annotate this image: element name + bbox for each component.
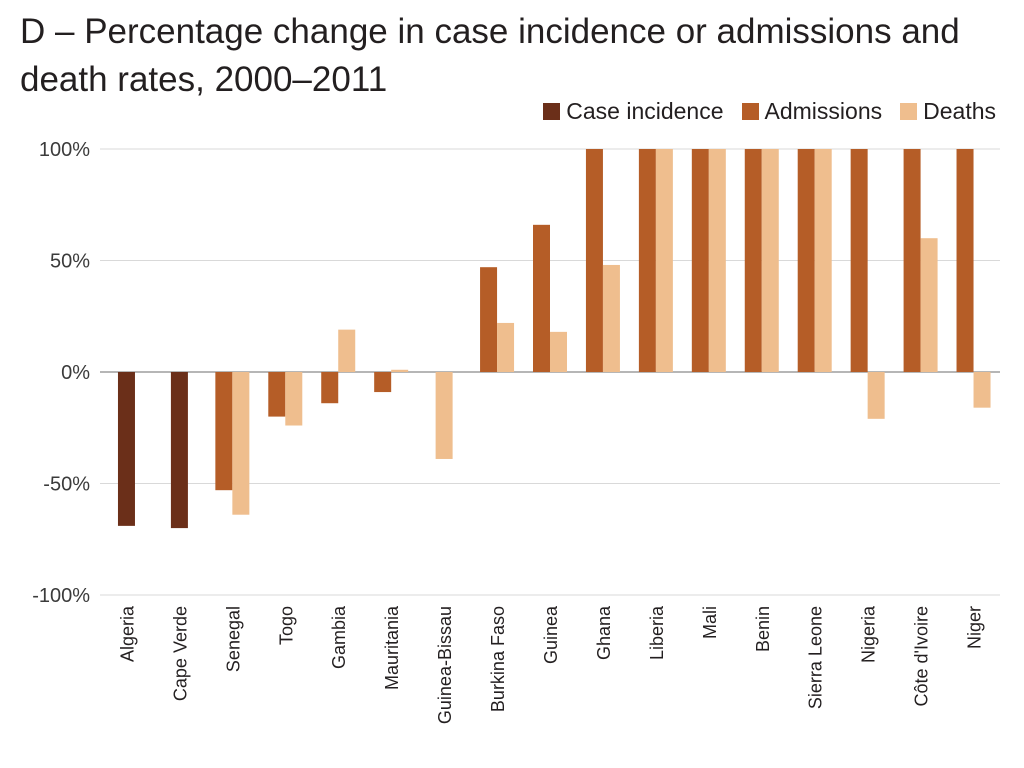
legend-swatch-deaths bbox=[900, 103, 918, 120]
bars bbox=[117, 149, 991, 529]
x-category-label: Ghana bbox=[594, 605, 614, 660]
bar-benin-admissions bbox=[744, 149, 762, 372]
bar-mali-deaths bbox=[708, 149, 726, 372]
x-category-label: Nigeria bbox=[859, 605, 879, 663]
legend-label-case-incidence: Case incidence bbox=[566, 98, 724, 124]
x-category-label: Guinea bbox=[541, 605, 561, 664]
y-axis-ticks: 100% 50% 0% -50% -100% bbox=[32, 139, 90, 607]
x-category-label: Benin bbox=[753, 606, 773, 652]
x-axis-labels: Algeria Cape Verde Senegal Togo Gambia Maurit… bbox=[117, 605, 984, 724]
bar-guinea-bissau-deaths bbox=[435, 372, 453, 459]
x-category-label: Mauritania bbox=[382, 605, 402, 690]
legend-swatch-admissions bbox=[741, 103, 759, 120]
bar-cape-verde-case-incidence bbox=[170, 372, 188, 529]
x-category-label: Mali bbox=[700, 606, 720, 639]
legend-label-deaths: Deaths bbox=[923, 98, 996, 124]
chart-legend: Case incidence Admissions Deaths bbox=[543, 98, 996, 125]
bar-liberia-admissions bbox=[638, 149, 656, 372]
bar-gambia-admissions bbox=[321, 372, 339, 404]
bar-guinea-deaths bbox=[550, 331, 567, 372]
bar-niger-admissions bbox=[956, 149, 974, 372]
bar-ghana-admissions bbox=[585, 149, 603, 372]
x-category-label: Gambia bbox=[329, 605, 349, 669]
bar-sierra-leone-admissions bbox=[797, 149, 815, 372]
bar-togo-deaths bbox=[285, 372, 303, 426]
chart-title: D – Percentage change in case incidence … bbox=[20, 8, 1010, 104]
x-category-label: Sierra Leone bbox=[806, 606, 826, 709]
bar-senegal-deaths bbox=[232, 372, 250, 515]
y-tick-label: -50% bbox=[43, 474, 90, 496]
legend-item-deaths: Deaths bbox=[900, 98, 996, 125]
bar-mali-admissions bbox=[691, 149, 709, 372]
bar-sierra-leone-deaths bbox=[814, 149, 832, 372]
legend-swatch-case-incidence bbox=[543, 103, 561, 120]
bar-burkina-faso-admissions bbox=[480, 267, 498, 372]
x-category-label: Togo bbox=[276, 606, 296, 645]
bar-togo-admissions bbox=[268, 372, 286, 417]
y-tick-label: 0% bbox=[61, 362, 90, 384]
legend-item-admissions: Admissions bbox=[741, 98, 883, 125]
bar-cote-d-ivoire-admissions bbox=[903, 149, 921, 372]
bar-algeria-case-incidence bbox=[117, 372, 135, 526]
y-tick-label: 100% bbox=[39, 139, 90, 161]
bar-liberia-deaths bbox=[655, 149, 673, 372]
x-category-label: Côte d'Ivoire bbox=[912, 606, 932, 707]
bar-senegal-admissions bbox=[215, 372, 233, 491]
bar-guinea-admissions bbox=[533, 224, 550, 372]
x-category-label: Senegal bbox=[223, 606, 243, 672]
bar-burkina-faso-deaths bbox=[497, 322, 515, 372]
bar-mauritania-admissions bbox=[374, 372, 392, 393]
chart-title-line-1: D – Percentage change in case incidence … bbox=[20, 12, 960, 51]
bar-gambia-deaths bbox=[338, 329, 356, 372]
x-category-label: Burkina Faso bbox=[488, 606, 508, 712]
x-category-label: Algeria bbox=[117, 605, 137, 662]
x-category-label: Guinea-Bissau bbox=[435, 606, 455, 724]
bar-nigeria-admissions bbox=[850, 149, 868, 372]
bar-benin-deaths bbox=[761, 149, 779, 372]
y-tick-label: 50% bbox=[50, 251, 90, 273]
bar-mauritania-deaths bbox=[391, 369, 409, 372]
bar-ghana-deaths bbox=[602, 264, 620, 372]
legend-label-admissions: Admissions bbox=[764, 98, 883, 124]
bar-nigeria-deaths bbox=[867, 372, 885, 419]
legend-item-case-incidence: Case incidence bbox=[543, 98, 724, 125]
bar-niger-deaths bbox=[973, 372, 991, 408]
x-category-label: Liberia bbox=[647, 605, 667, 660]
x-category-label: Cape Verde bbox=[170, 606, 190, 701]
y-tick-label: -100% bbox=[32, 585, 90, 607]
x-category-label: Niger bbox=[965, 606, 985, 649]
chart-title-line-2: death rates, 2000–2011 bbox=[20, 60, 388, 99]
bar-cote-d-ivoire-deaths bbox=[920, 238, 938, 372]
